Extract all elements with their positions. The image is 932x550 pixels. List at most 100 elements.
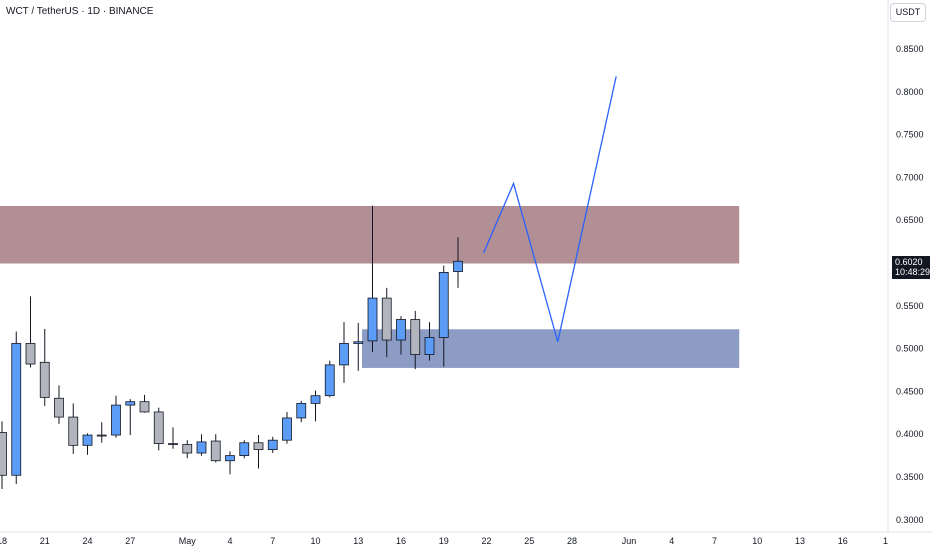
candle-body <box>239 442 250 457</box>
candle <box>225 451 235 475</box>
candle <box>210 434 221 463</box>
date-tick-label: 7 <box>712 536 717 546</box>
date-tick-label: Jun <box>622 536 637 546</box>
candle-body <box>396 319 406 341</box>
price-axis[interactable]: 0.85000.80000.75000.70000.65000.60000.55… <box>896 44 924 525</box>
date-tick-label: 7 <box>270 536 275 546</box>
date-tick-label: 16 <box>396 536 406 546</box>
price-tick-label: 0.3500 <box>896 472 924 482</box>
candle <box>39 328 50 406</box>
date-tick-label: 24 <box>82 536 92 546</box>
candle <box>196 434 207 456</box>
candle <box>267 436 278 454</box>
candle <box>296 400 307 423</box>
resistance-zone <box>0 206 740 264</box>
price-tick-label: 0.3000 <box>896 515 924 525</box>
candles-layer <box>0 205 463 489</box>
candle-body <box>424 337 435 355</box>
candle <box>282 411 292 444</box>
candle <box>381 287 392 358</box>
symbol-title: WCT / TetherUS · 1D · BINANCE <box>6 6 154 17</box>
candle-body <box>339 343 349 366</box>
price-tick-label: 0.8000 <box>896 87 924 97</box>
candle-body <box>96 434 107 437</box>
candle-body <box>410 319 421 355</box>
candle <box>396 316 406 355</box>
price-tick-label: 0.8500 <box>896 44 924 54</box>
candle-body <box>68 416 79 446</box>
projection-line <box>483 76 617 342</box>
candle-body <box>39 361 50 398</box>
date-tick-label: 25 <box>524 536 534 546</box>
date-tick-label: 22 <box>481 536 491 546</box>
candle-body <box>324 364 335 397</box>
date-tick-label: May <box>179 536 197 546</box>
price-tick-label: 0.4500 <box>896 386 924 396</box>
date-tick-label: 21 <box>40 536 50 546</box>
date-tick-label: 4 <box>227 536 232 546</box>
candle <box>310 390 321 422</box>
price-tick-label: 0.7000 <box>896 172 924 182</box>
date-tick-label: 27 <box>125 536 135 546</box>
candle <box>239 440 250 459</box>
bar-countdown: 10:48:29 <box>895 267 931 277</box>
candle-body <box>196 441 207 454</box>
candle-body <box>367 297 378 342</box>
candle-body <box>282 417 292 441</box>
candle-body <box>453 260 463 272</box>
candle <box>410 310 421 370</box>
candle <box>453 237 463 288</box>
candle-body <box>267 439 278 451</box>
candle <box>68 403 79 454</box>
last-price-label: 0.6020 10:48:29 <box>892 256 930 279</box>
price-tick-label: 0.6500 <box>896 215 924 225</box>
candle <box>11 331 22 484</box>
date-tick-label: 4 <box>669 536 674 546</box>
candle-body <box>168 443 178 446</box>
candle-body <box>139 401 150 413</box>
date-tick-label: 28 <box>567 536 577 546</box>
candle <box>339 322 349 383</box>
candle-body <box>253 442 264 451</box>
date-tick-label: 13 <box>795 536 805 546</box>
date-tick-label: 16 <box>838 536 848 546</box>
date-tick-label: 1 <box>883 536 888 546</box>
candle <box>168 427 178 449</box>
candle-body <box>353 341 364 344</box>
candle-body <box>54 397 64 418</box>
candle-body <box>310 395 321 404</box>
candle-body <box>381 297 392 341</box>
projection-layer <box>483 76 617 342</box>
date-tick-label: 13 <box>353 536 363 546</box>
candle-body <box>153 411 164 445</box>
candle <box>139 394 150 413</box>
candle-body <box>225 455 235 462</box>
candle <box>438 265 449 367</box>
price-tick-label: 0.7500 <box>896 130 924 140</box>
time-axis[interactable]: 18 21 24 27 May 4 7 10 13 16 19 22 25 28 Jun 4 7 10 13 16 1 <box>0 536 888 546</box>
candle <box>353 322 364 371</box>
candle-body <box>296 402 307 419</box>
candle <box>111 395 121 438</box>
candle-body <box>182 444 193 454</box>
candle-body <box>210 440 221 462</box>
price-tick-label: 0.4000 <box>896 429 924 439</box>
date-tick-label: 10 <box>310 536 320 546</box>
candle <box>324 360 335 398</box>
zones-layer <box>0 206 740 368</box>
candle <box>182 440 193 459</box>
candle-body <box>82 434 93 446</box>
candle <box>25 296 36 368</box>
candle <box>82 433 93 455</box>
candle <box>424 322 435 361</box>
candle <box>54 385 64 424</box>
candle <box>153 407 164 451</box>
price-tick-label: 0.5000 <box>896 344 924 354</box>
candle <box>253 435 264 469</box>
candle-body <box>25 343 36 365</box>
candle-body <box>0 432 7 476</box>
date-tick-label: 18 <box>0 536 7 546</box>
candle-body <box>111 404 121 436</box>
currency-button[interactable]: USDT <box>890 3 926 22</box>
